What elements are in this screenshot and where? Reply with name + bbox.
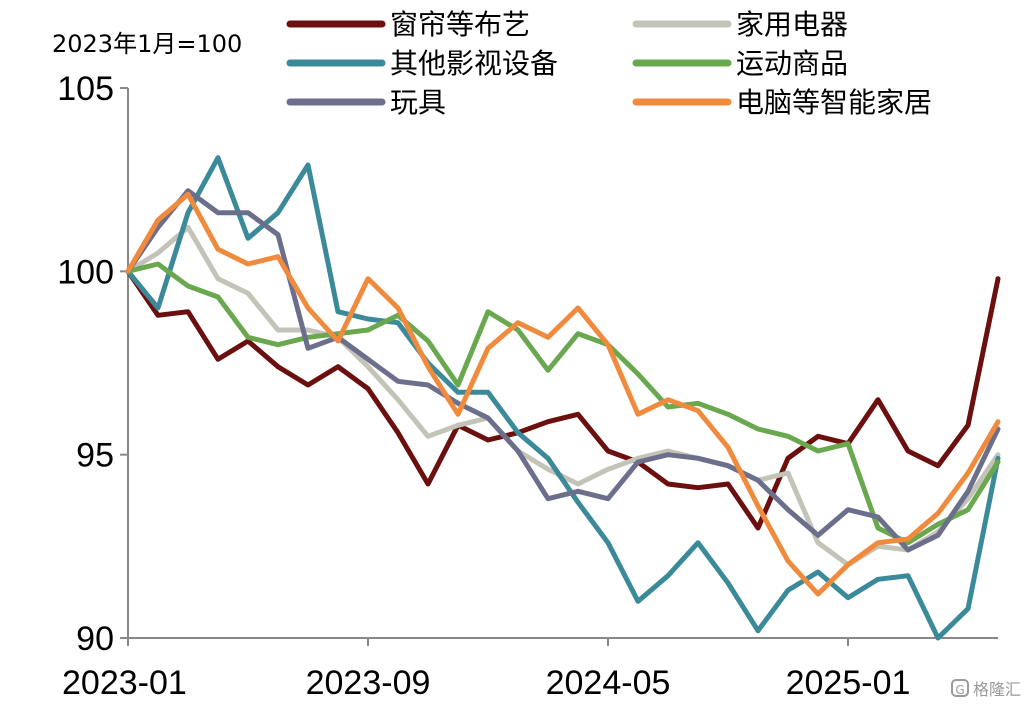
y-tick-label: 105 xyxy=(57,70,114,108)
x-tick-label: 2023-01 xyxy=(62,664,187,702)
series-line-3 xyxy=(125,261,1001,546)
y-tick-label: 95 xyxy=(76,437,114,475)
unit-note: 2023年1月=100 xyxy=(52,30,242,58)
series-line-0 xyxy=(125,268,1001,531)
series-line-4 xyxy=(125,188,1001,553)
series-layer xyxy=(125,155,1001,641)
series-line-2 xyxy=(125,155,1001,641)
legend-label: 家用电器 xyxy=(736,8,848,41)
series-line-5 xyxy=(125,191,1001,597)
watermark-logo-icon: G xyxy=(950,679,969,697)
watermark: G 格隆汇 xyxy=(950,676,1021,700)
legend-label: 玩具 xyxy=(390,86,446,119)
watermark-text: 格隆汇 xyxy=(972,680,1021,699)
x-tick-label: 2024-05 xyxy=(546,664,671,702)
legend-label: 窗帘等布艺 xyxy=(390,8,530,41)
legend-label: 其他影视设备 xyxy=(390,47,558,80)
x-tick-label: 2025-01 xyxy=(786,664,911,702)
y-tick-label: 90 xyxy=(76,620,114,658)
x-tick-label: 2023-09 xyxy=(306,664,431,702)
legend-label: 运动商品 xyxy=(736,47,848,80)
legend-label: 电脑等智能家居 xyxy=(736,86,932,119)
axes: 90 95 100 105 2023-01 2023-09 2024-05 2025-01 xyxy=(57,70,998,702)
y-tick-label: 100 xyxy=(57,253,114,291)
